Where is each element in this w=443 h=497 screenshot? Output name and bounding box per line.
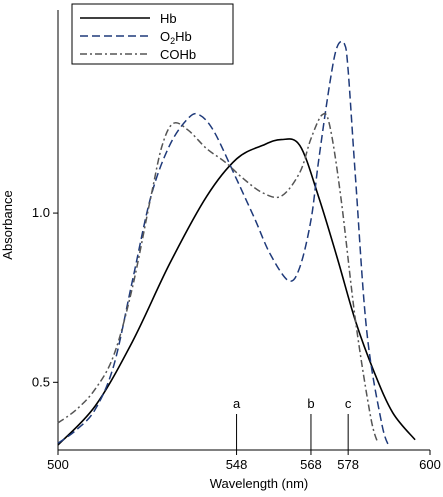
marker-label-c: c (345, 396, 352, 411)
y-tick-label: 0.5 (32, 374, 50, 389)
series-line-o2hb (57, 40, 390, 447)
x-tick-label: 500 (47, 457, 69, 472)
y-axis-label: Absorbance (0, 190, 15, 259)
legend-box (71, 3, 234, 65)
tick-layer: 500 548 568 578 600 0.5 1.0 (32, 205, 441, 472)
series-line-hb (57, 138, 416, 446)
x-tick-label: 548 (226, 457, 248, 472)
marker-label-a: a (233, 396, 241, 411)
plot-axes (57, 10, 430, 451)
y-tick-label: 1.0 (32, 205, 50, 220)
x-tick-label: 600 (419, 457, 441, 472)
legend-label-hb: Hb (160, 11, 177, 26)
series-layer (57, 40, 416, 447)
legend-label-o2hb: O2Hb (160, 29, 192, 46)
marker-label-b: b (307, 396, 314, 411)
x-tick-label: 568 (300, 457, 322, 472)
x-axis-label: Wavelength (nm) (210, 476, 309, 491)
x-tick-label: 578 (337, 457, 359, 472)
legend-label-cohb: COHb (160, 47, 196, 62)
series-line-cohb (57, 112, 379, 444)
wavelength-markers: a b c (233, 396, 352, 450)
